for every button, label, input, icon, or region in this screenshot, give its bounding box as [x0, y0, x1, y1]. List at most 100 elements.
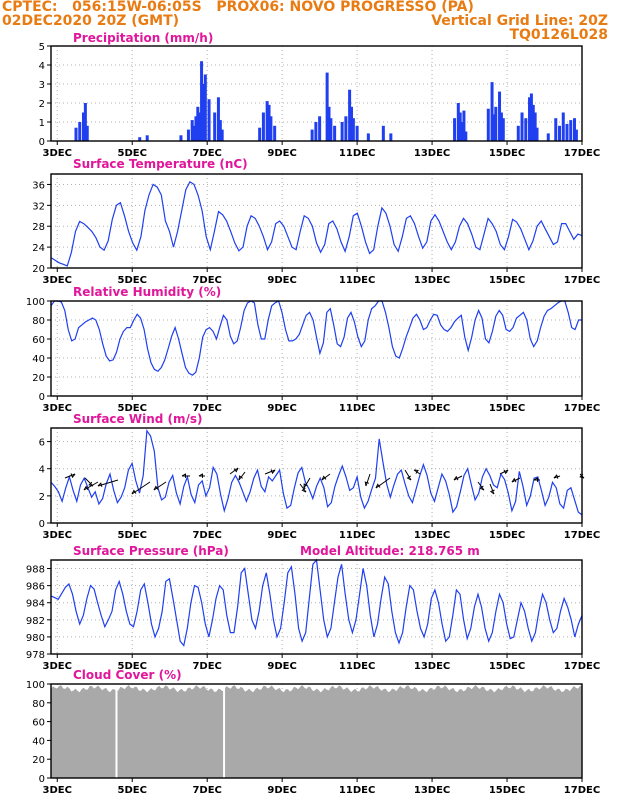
precip-bar: [366, 133, 370, 141]
y-tick-label: 60: [32, 335, 45, 346]
wind-arrow: [264, 469, 276, 475]
precip-bar: [355, 125, 359, 141]
y-tick-label: 5: [39, 42, 45, 53]
wind-arrow-head: [503, 469, 509, 475]
series-line: [50, 300, 582, 376]
chart-panel-0: 0 1 2 3 4 5 3DEC 5DEC 7DEC 9DEC 11DEC 13DEC 15DEC 17D…: [39, 31, 601, 159]
y-tick-label: 0: [39, 774, 45, 785]
x-tick-label: 17DEC: [564, 275, 600, 286]
y-tick-label: 40: [32, 354, 45, 365]
precip-bar: [348, 89, 352, 141]
precip-bar: [261, 112, 265, 141]
wind-arrow-head: [489, 489, 495, 495]
wind-arrow: [321, 473, 331, 481]
precip-bar: [574, 129, 578, 141]
precip-bar: [216, 97, 220, 141]
precip-bar: [198, 112, 202, 141]
header-vertical-grid-line: Vertical Grid Line: 20Z: [431, 13, 608, 29]
wind-arrow-head: [511, 477, 517, 483]
y-tick-label: 982: [26, 616, 45, 627]
precip-bar: [273, 125, 277, 141]
chart-panel-1: 20 24 28 32 36 3DEC 5DEC 7DEC 9DEC 11DEC 13DEC 15DE…: [32, 157, 600, 286]
y-tick-label: 984: [26, 599, 45, 610]
wind-arrow: [365, 473, 371, 487]
wind-arrow-head: [533, 477, 538, 482]
precip-bar: [218, 120, 222, 141]
wind-arrow: [83, 481, 99, 491]
wind-arrow: [477, 481, 485, 491]
x-tick-label: 7DEC: [192, 403, 221, 414]
precip-bar: [460, 122, 464, 141]
precip-bar: [498, 91, 502, 141]
y-tick-label: 20: [32, 373, 45, 384]
x-tick-label: 13DEC: [414, 275, 450, 286]
x-tick-label: 9DEC: [267, 148, 296, 159]
x-tick-label: 13DEC: [414, 403, 450, 414]
y-tick-label: 20: [32, 755, 45, 766]
wind-arrow: [453, 475, 463, 481]
wind-arrow-head: [413, 469, 419, 474]
precip-bar: [531, 104, 535, 141]
x-tick-label: 13DEC: [414, 148, 450, 159]
precip-bar: [389, 133, 393, 141]
chart-panel-3: 0 2 4 6 3DEC 5DEC 7DEC 9DEC 11DEC 13DEC 15DEC 17DEC…: [39, 412, 601, 541]
x-tick-label: 17DEC: [564, 785, 600, 796]
precip-bar: [145, 135, 149, 141]
wind-arrow-head: [321, 475, 327, 481]
y-tick-label: 24: [32, 243, 45, 254]
y-tick-label: 80: [32, 699, 45, 710]
precip-bar: [462, 110, 466, 141]
wind-arrow-head: [453, 475, 459, 481]
panel-title: Cloud Cover (%): [73, 668, 182, 682]
precip-bar: [78, 122, 82, 141]
wind-arrow: [238, 471, 246, 481]
series-line: [50, 180, 583, 267]
wind-arrow-head: [301, 487, 307, 493]
x-tick-label: 15DEC: [489, 785, 525, 796]
precip-bar: [194, 116, 198, 141]
x-tick-label: 17DEC: [564, 148, 600, 159]
x-tick-label: 15DEC: [489, 403, 525, 414]
precip-bar: [499, 112, 503, 141]
wind-arrow-head: [406, 475, 412, 481]
wind-arrow-head: [131, 489, 137, 495]
precip-bar: [535, 127, 539, 141]
panel-title: Precipitation (mm/h): [73, 31, 213, 45]
x-tick-label: 7DEC: [192, 661, 221, 672]
y-tick-label: 2: [39, 492, 45, 503]
precip-bar: [561, 112, 565, 141]
wind-arrow: [229, 467, 239, 475]
chart-panel-4: 978 980 982 984 986 988 3DEC 5DEC 7DEC 9DEC 11DEC 1…: [26, 544, 600, 672]
wind-arrow-head: [83, 485, 89, 491]
precip-bar: [179, 135, 183, 141]
x-tick-label: 13DEC: [414, 530, 450, 541]
y-tick-label: 978: [26, 650, 45, 661]
x-tick-label: 3DEC: [43, 148, 72, 159]
precip-bar: [186, 129, 190, 141]
x-tick-label: 13DEC: [414, 661, 450, 672]
wind-arrows: [64, 467, 585, 495]
precip-bar: [220, 129, 224, 141]
precip-bar: [267, 104, 271, 141]
wind-arrow-head: [238, 475, 243, 481]
x-tick-label: 7DEC: [192, 785, 221, 796]
precip-bar: [381, 125, 385, 141]
header-date: 02DEC2020 20Z (GMT): [2, 13, 180, 29]
y-tick-label: 2: [39, 99, 45, 110]
plot-frame: [50, 559, 583, 655]
chart-panel-2: 0 20 40 60 80 100 3DEC 5DEC 7DEC 9DEC 11DEC 13DEC 15…: [26, 285, 600, 414]
precip-bar: [528, 97, 532, 141]
x-tick-label: 17DEC: [564, 661, 600, 672]
cloud-cover-gap: [115, 684, 118, 778]
y-tick-label: 1: [39, 118, 45, 129]
precip-bar: [344, 116, 348, 141]
precip-bar: [486, 108, 490, 141]
x-tick-label: 13DEC: [414, 785, 450, 796]
x-tick-label: 7DEC: [192, 275, 221, 286]
header-line1: CPTEC: 056:15W-06:05S PROX06: NOVO PROGR…: [2, 0, 474, 15]
precip-bar: [490, 82, 494, 141]
x-tick-label: 11DEC: [339, 661, 375, 672]
precip-bar: [533, 112, 537, 141]
chart-panel-5: 0 20 40 60 80 100 3DEC 5DEC 7DEC 9DEC 11DEC 13DEC 15…: [26, 668, 600, 796]
